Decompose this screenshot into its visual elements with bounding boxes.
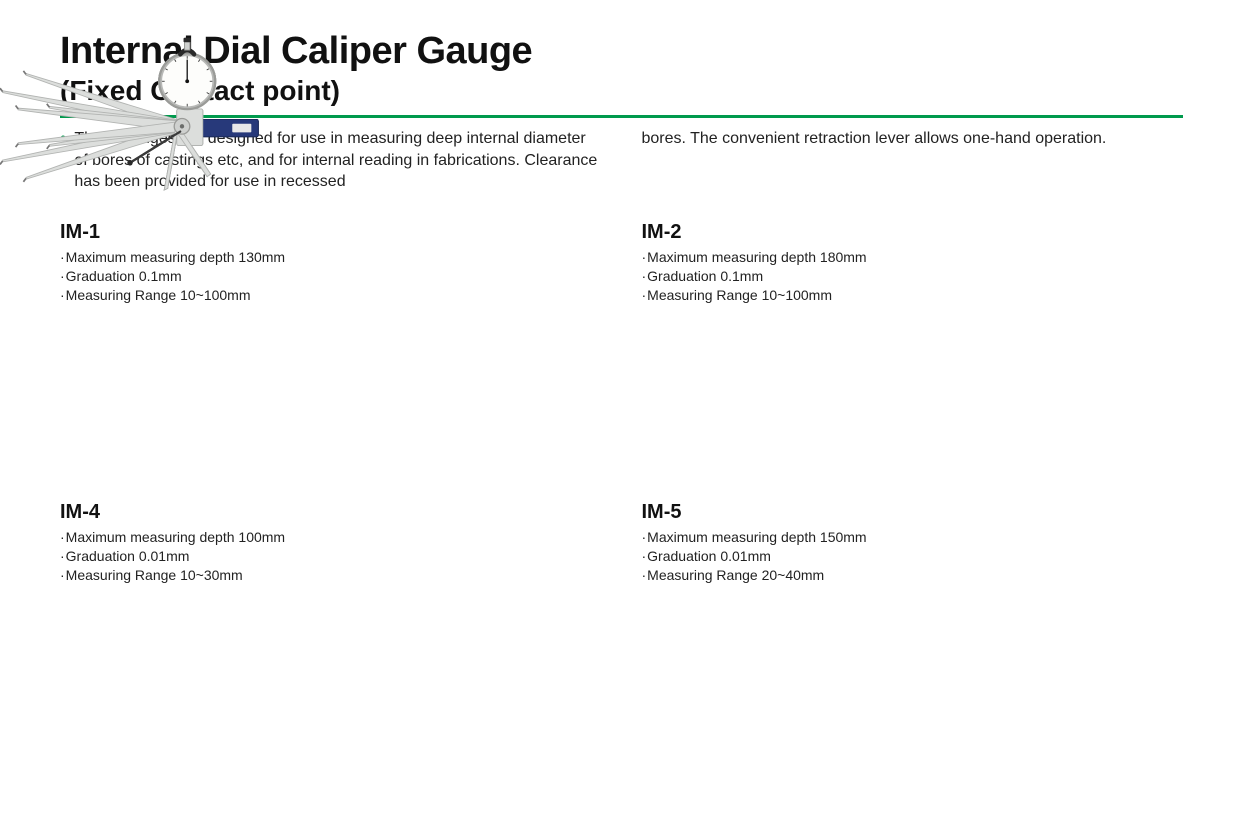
product-card: IM-4 Maximum measuring depth 100mmGraduat… xyxy=(60,493,602,763)
product-card: IM-5 Maximum measuring depth 150mmGraduat… xyxy=(642,493,1184,763)
product-spec: Measuring Range 10~100mm xyxy=(60,286,285,305)
product-spec: Maximum measuring depth 100mm xyxy=(60,528,285,547)
product-model: IM-4 xyxy=(60,501,285,524)
product-model: IM-5 xyxy=(642,501,867,524)
product-spec: Maximum measuring depth 180mm xyxy=(642,248,867,267)
product-spec: Maximum measuring depth 130mm xyxy=(60,248,285,267)
product-spec: Maximum measuring depth 150mm xyxy=(642,528,867,547)
description-text-2: bores. The convenient retraction lever a… xyxy=(642,130,1107,147)
product-spec: Measuring Range 10~30mm xyxy=(60,566,285,585)
product-spec: Graduation 0.01mm xyxy=(642,547,867,566)
product-spec: Graduation 0.01mm xyxy=(60,547,285,566)
product-info: IM-2 Maximum measuring depth 180mmGraduat… xyxy=(642,213,867,305)
product-spec: Measuring Range 10~100mm xyxy=(642,286,867,305)
product-info: IM-5 Maximum measuring depth 150mmGraduat… xyxy=(642,493,867,585)
product-grid: IM-1Maximum measuring depth 130mmGraduat… xyxy=(60,213,1183,763)
product-info: IM-4 Maximum measuring depth 100mmGraduat… xyxy=(60,493,285,585)
product-card: IM-1Maximum measuring depth 130mmGraduat… xyxy=(60,213,602,483)
product-model: IM-2 xyxy=(642,221,867,244)
product-spec: Graduation 0.1mm xyxy=(642,267,867,286)
product-spec: Measuring Range 20~40mm xyxy=(642,566,867,585)
product-card: IM-2 Maximum measuring depth 180mmGraduat… xyxy=(642,213,1184,483)
caliper-illustration xyxy=(0,20,260,250)
product-spec: Graduation 0.1mm xyxy=(60,267,285,286)
description-col-2: bores. The convenient retraction lever a… xyxy=(642,128,1184,193)
